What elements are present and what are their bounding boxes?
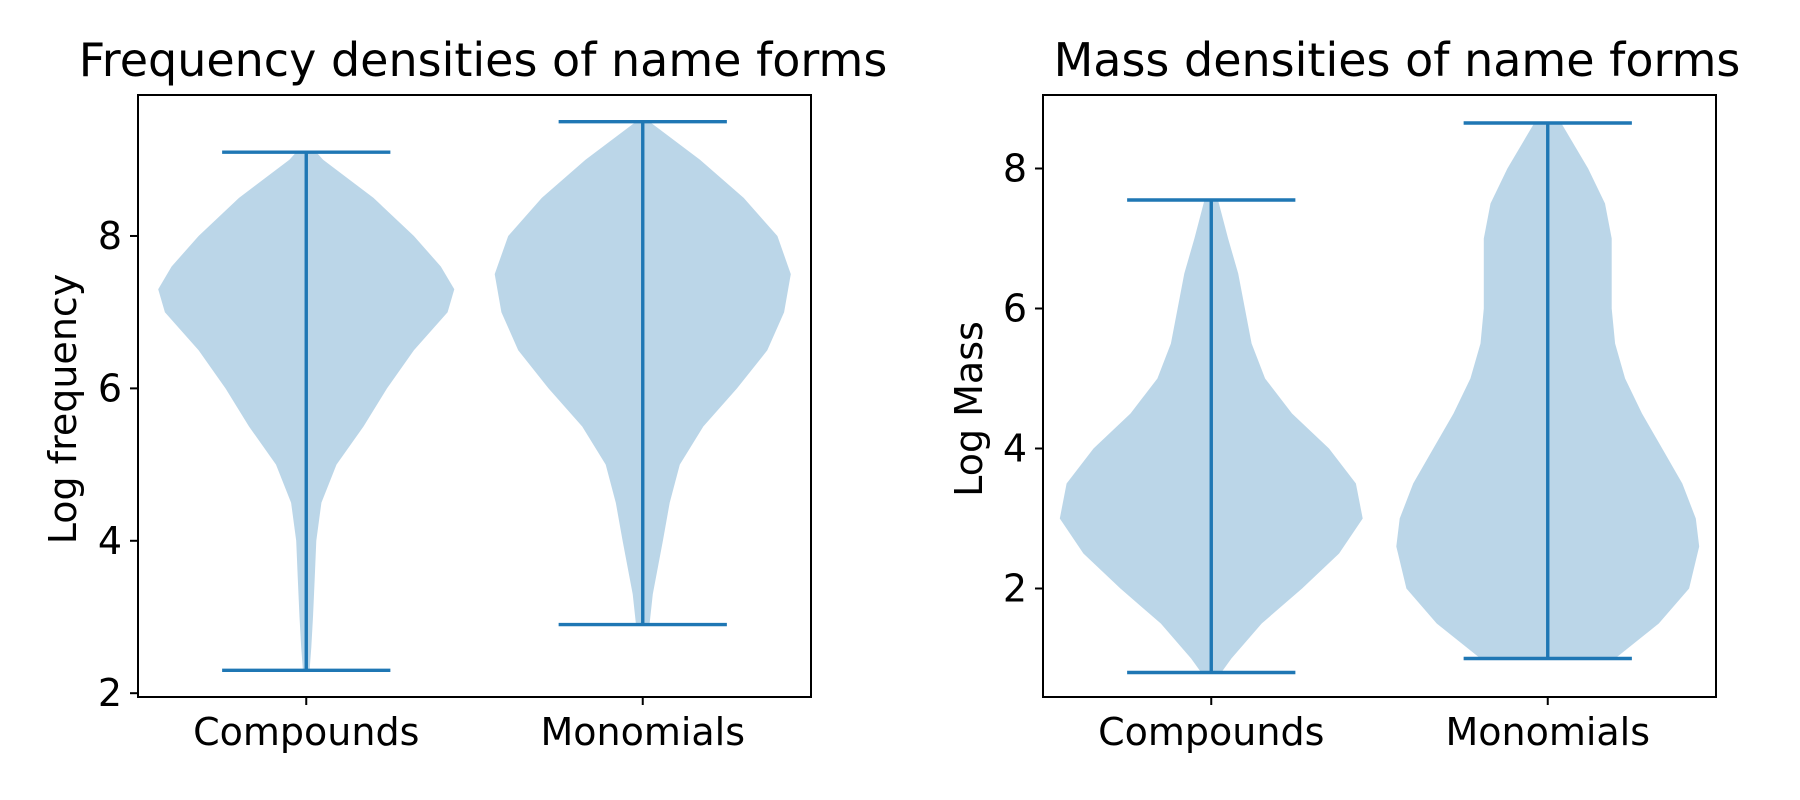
frequency-y-tick-label: 4 — [98, 519, 122, 563]
mass-x-tick-label-monomials: Monomials — [1445, 710, 1650, 754]
frequency-y-tick-label: 2 — [98, 671, 122, 715]
frequency-violin-panel: Frequency densities of name forms Log fr… — [41, 33, 887, 754]
mass-x-tick-label-compounds: Compounds — [1098, 710, 1324, 754]
mass-y-tick-label: 6 — [1003, 287, 1027, 331]
frequency-y-axis-label: Log frequency — [41, 274, 85, 545]
frequency-y-tick-label: 8 — [98, 214, 122, 258]
frequency-chart-title: Frequency densities of name forms — [79, 33, 888, 87]
frequency-axes-frame — [137, 94, 812, 698]
mass-y-tick-label: 4 — [1003, 427, 1027, 471]
frequency-x-tick-label-monomials: Monomials — [540, 710, 745, 754]
mass-chart-title: Mass densities of name forms — [1054, 33, 1741, 87]
frequency-y-tick-label: 6 — [98, 366, 122, 410]
mass-y-axis-label: Log Mass — [947, 321, 991, 497]
mass-y-tick-label: 8 — [1003, 147, 1027, 191]
mass-y-tick-label: 2 — [1003, 567, 1027, 611]
frequency-x-tick-label-compounds: Compounds — [193, 710, 419, 754]
mass-violin-panel: Mass densities of name forms Log Mass 2 4… — [947, 33, 1740, 754]
mass-axes-frame — [1042, 94, 1717, 698]
